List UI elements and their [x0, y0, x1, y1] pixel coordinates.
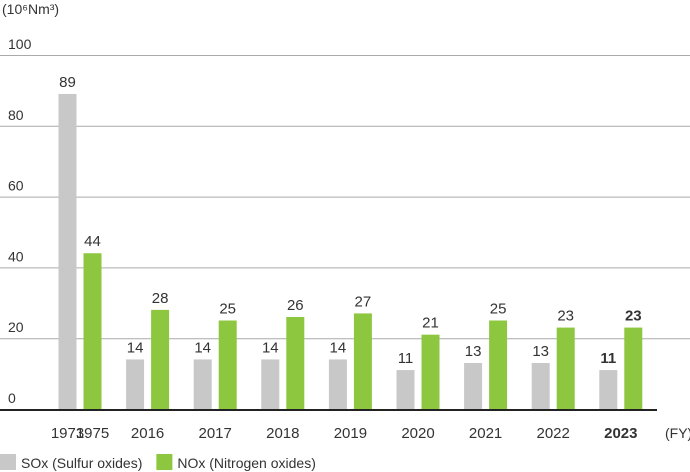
- data-label-sox: 14: [127, 339, 144, 356]
- bar-sox: [531, 362, 550, 409]
- data-label-sox: 89: [59, 74, 76, 91]
- bar-nox: [489, 320, 508, 409]
- data-label-sox: 13: [465, 343, 482, 360]
- data-label-nox: 26: [287, 297, 304, 314]
- legend-swatch-nox: [156, 454, 173, 470]
- x-tick-label: 2022: [537, 425, 570, 442]
- y-tick-label: 0: [8, 390, 16, 406]
- bar-sox: [58, 93, 77, 409]
- x-tick-label: 1973: [51, 425, 84, 442]
- x-unit-label: (FY): [665, 425, 690, 441]
- data-label-nox: 25: [490, 301, 507, 318]
- x-tick-label: 1975: [76, 425, 109, 442]
- x-tick-label: 2018: [266, 425, 299, 442]
- y-tick-label: 40: [8, 248, 24, 264]
- x-tick-label: 2019: [334, 425, 367, 442]
- data-label-sox: 13: [532, 343, 549, 360]
- y-tick-label: 80: [8, 107, 24, 123]
- bar-sox: [261, 359, 280, 409]
- bar-nox: [624, 327, 643, 409]
- x-tick-label: 2021: [469, 425, 502, 442]
- bar-nox: [353, 313, 372, 409]
- data-label-nox: 28: [152, 290, 169, 307]
- x-tick-label: 2023: [604, 425, 637, 442]
- bar-sox: [599, 370, 618, 409]
- data-label-nox: 23: [557, 308, 574, 325]
- y-tick-label: 100: [8, 36, 32, 52]
- y-tick-label: 20: [8, 319, 24, 335]
- data-label-sox: 14: [262, 339, 279, 356]
- bar-sox: [126, 359, 145, 409]
- bar-nox: [286, 316, 305, 409]
- data-label-nox: 44: [84, 233, 101, 250]
- y-tick-label: 60: [8, 178, 24, 194]
- legend-label-sox: SOx (Sulfur oxides): [21, 455, 142, 471]
- bar-nox: [83, 253, 102, 409]
- data-label-nox: 25: [219, 301, 236, 318]
- bar-nox: [218, 320, 237, 409]
- data-label-sox: 11: [398, 350, 414, 367]
- data-label-sox: 11: [600, 350, 616, 367]
- data-label-nox: 27: [355, 293, 372, 310]
- data-label-nox: 21: [422, 315, 439, 332]
- data-label-nox: 23: [625, 308, 642, 325]
- bar-nox: [151, 309, 170, 409]
- bar-sox: [193, 359, 212, 409]
- bar-sox: [464, 362, 483, 409]
- x-tick-label: 2016: [131, 425, 164, 442]
- data-label-sox: 14: [330, 339, 347, 356]
- legend-swatch-sox: [0, 454, 16, 470]
- y-unit-label: (10⁶Nm³): [2, 1, 59, 17]
- data-label-sox: 14: [194, 339, 211, 356]
- legend-label-nox: NOx (Nitrogen oxides): [177, 455, 316, 471]
- bar-sox: [328, 359, 347, 409]
- x-tick-label: 2020: [401, 425, 434, 442]
- x-tick-label: 2017: [199, 425, 232, 442]
- bar-sox: [396, 370, 415, 409]
- bar-nox: [421, 334, 440, 409]
- bar-nox: [556, 327, 575, 409]
